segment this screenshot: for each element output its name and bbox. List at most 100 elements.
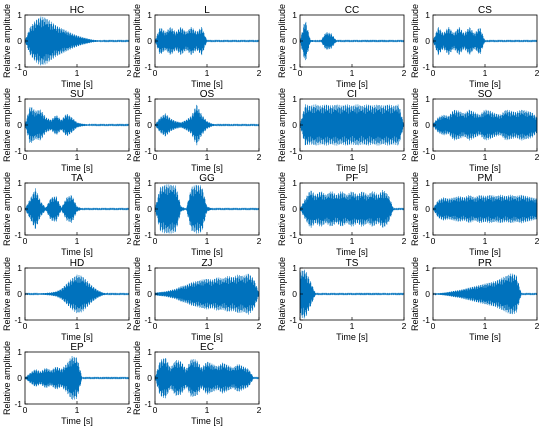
y-tick-label: -1 [14, 230, 22, 240]
signal-line [299, 190, 405, 228]
x-tick-label: 0 [153, 236, 158, 246]
x-tick-label: 0 [431, 152, 436, 162]
y-axis-label: Relative amplitude [2, 257, 12, 331]
x-axis-label: Time [s] [469, 163, 501, 173]
y-tick-label: 0 [292, 204, 297, 214]
x-tick-label: 1 [483, 152, 488, 162]
y-tick-label: 1 [425, 178, 430, 188]
y-tick-label: 0 [17, 120, 22, 130]
y-tick-label: -1 [289, 146, 297, 156]
x-tick-label: 1 [205, 68, 210, 78]
y-tick-label: -1 [422, 230, 430, 240]
x-axis-label: Time [s] [469, 332, 501, 342]
y-tick-label: 1 [425, 263, 430, 273]
y-tick-label: 1 [147, 94, 152, 104]
y-tick-label: 1 [17, 178, 22, 188]
y-tick-label: -1 [144, 399, 152, 409]
x-axis-label: Time [s] [469, 247, 501, 257]
x-tick-label: 1 [75, 405, 80, 415]
chart-title: SU [70, 89, 84, 100]
x-axis-label: Time [s] [61, 247, 93, 257]
signal-line [24, 188, 130, 229]
y-tick-label: 1 [147, 178, 152, 188]
chart-title: ZJ [201, 258, 212, 269]
x-tick-label: 0 [23, 152, 28, 162]
chart-title: CC [345, 5, 359, 16]
y-tick-label: 0 [147, 36, 152, 46]
x-tick-label: 2 [402, 321, 407, 331]
chart-title: CS [478, 5, 492, 16]
y-axis-label: Relative amplitude [410, 172, 420, 246]
y-axis-label: Relative amplitude [277, 172, 287, 246]
signal-line [24, 356, 130, 400]
y-tick-label: 0 [425, 204, 430, 214]
x-tick-label: 1 [483, 68, 488, 78]
y-tick-label: -1 [14, 62, 22, 72]
y-axis-label: Relative amplitude [277, 4, 287, 78]
x-tick-label: 2 [535, 152, 540, 162]
y-tick-label: -1 [144, 230, 152, 240]
x-tick-label: 1 [205, 405, 210, 415]
y-axis-label: Relative amplitude [277, 257, 287, 331]
x-tick-label: 0 [23, 236, 28, 246]
y-tick-label: 1 [425, 10, 430, 20]
y-axis-label: Relative amplitude [410, 88, 420, 162]
chart-title: HD [70, 258, 84, 269]
x-tick-label: 2 [257, 405, 262, 415]
signal-line [432, 27, 538, 56]
y-axis-label: Relative amplitude [2, 341, 12, 415]
signal-line [432, 194, 538, 224]
x-tick-label: 0 [23, 405, 28, 415]
x-tick-label: 0 [431, 236, 436, 246]
chart-title: EC [200, 342, 214, 353]
y-axis-label: Relative amplitude [132, 4, 142, 78]
x-axis-label: Time [s] [336, 79, 368, 89]
signal-line [154, 184, 260, 234]
x-tick-label: 0 [431, 68, 436, 78]
signal-line [299, 21, 405, 61]
x-axis-label: Time [s] [336, 332, 368, 342]
x-tick-label: 2 [127, 152, 132, 162]
x-tick-label: 2 [535, 68, 540, 78]
x-tick-label: 0 [23, 68, 28, 78]
y-tick-label: 0 [147, 289, 152, 299]
chart-title: TS [346, 258, 359, 269]
x-tick-label: 1 [350, 152, 355, 162]
x-tick-label: 1 [75, 152, 80, 162]
y-axis-label: Relative amplitude [2, 4, 12, 78]
y-tick-label: 1 [425, 94, 430, 104]
signal-line [24, 107, 130, 143]
x-tick-label: 2 [127, 68, 132, 78]
y-tick-label: -1 [289, 62, 297, 72]
x-tick-label: 1 [350, 321, 355, 331]
x-tick-label: 2 [257, 152, 262, 162]
chart-title: CI [347, 89, 357, 100]
signal-line [432, 109, 538, 141]
chart-title: OS [200, 89, 215, 100]
x-tick-label: 1 [75, 321, 80, 331]
x-tick-label: 0 [153, 152, 158, 162]
x-tick-label: 0 [298, 152, 303, 162]
x-tick-label: 1 [350, 236, 355, 246]
y-axis-label: Relative amplitude [277, 88, 287, 162]
chart-title: GG [199, 173, 215, 184]
x-axis-label: Time [s] [191, 332, 223, 342]
x-tick-label: 2 [535, 236, 540, 246]
y-tick-label: 0 [292, 120, 297, 130]
y-tick-label: -1 [422, 146, 430, 156]
y-axis-label: Relative amplitude [132, 88, 142, 162]
signal-line [154, 358, 260, 399]
y-axis-label: Relative amplitude [410, 4, 420, 78]
